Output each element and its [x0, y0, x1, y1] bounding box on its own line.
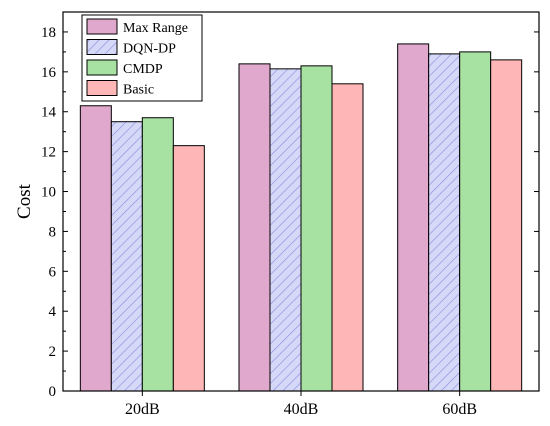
y-tick-label: 4 [49, 304, 57, 320]
x-tick-label: 20dB [125, 401, 160, 418]
legend-swatch [86, 18, 118, 35]
bar-cmdp-60db [459, 51, 492, 392]
y-tick-label: 14 [41, 105, 57, 121]
legend-label: CMDP [123, 62, 163, 77]
bar-max-range-40db [238, 63, 271, 392]
bar-basic-40db [331, 83, 364, 392]
legend: Max Range DQN-DP CMDP Basic [81, 14, 203, 102]
y-tick-label: 18 [41, 25, 56, 41]
y-tick-label: 12 [41, 145, 56, 161]
legend-label: Max Range [123, 21, 188, 36]
legend-swatch [86, 59, 118, 76]
y-axis-title: Cost [14, 183, 35, 219]
bar-cmdp-20db [141, 117, 174, 392]
bar-dqn-dp-60db [428, 53, 461, 392]
y-tick-label: 16 [41, 65, 57, 81]
bar-cmdp-40db [300, 65, 333, 392]
bar-dqn-dp-20db [110, 121, 143, 392]
y-axis: 0 2 4 6 8 10 12 14 16 18 [41, 25, 539, 400]
x-tick-label: 40dB [284, 401, 319, 418]
y-tick-label: 2 [49, 344, 57, 360]
bar-dqn-dp-40db [269, 68, 302, 392]
bar-basic-20db [172, 145, 205, 392]
legend-label: Basic [123, 83, 154, 98]
y-tick-label: 8 [49, 224, 57, 240]
y-tick-label: 6 [49, 264, 57, 280]
y-tick-label: 10 [41, 185, 56, 201]
legend-swatch [86, 39, 118, 55]
legend-label: DQN-DP [123, 42, 176, 57]
legend-swatch [86, 80, 118, 96]
bar-basic-60db [490, 59, 523, 392]
x-tick-label: 60dB [442, 401, 477, 418]
bar-max-range-60db [397, 43, 430, 392]
bar-max-range-20db [79, 105, 112, 392]
bars-layer [79, 43, 523, 392]
y-tick-label: 0 [49, 384, 57, 400]
x-axis: 20dB 40dB 60dB [125, 391, 477, 418]
